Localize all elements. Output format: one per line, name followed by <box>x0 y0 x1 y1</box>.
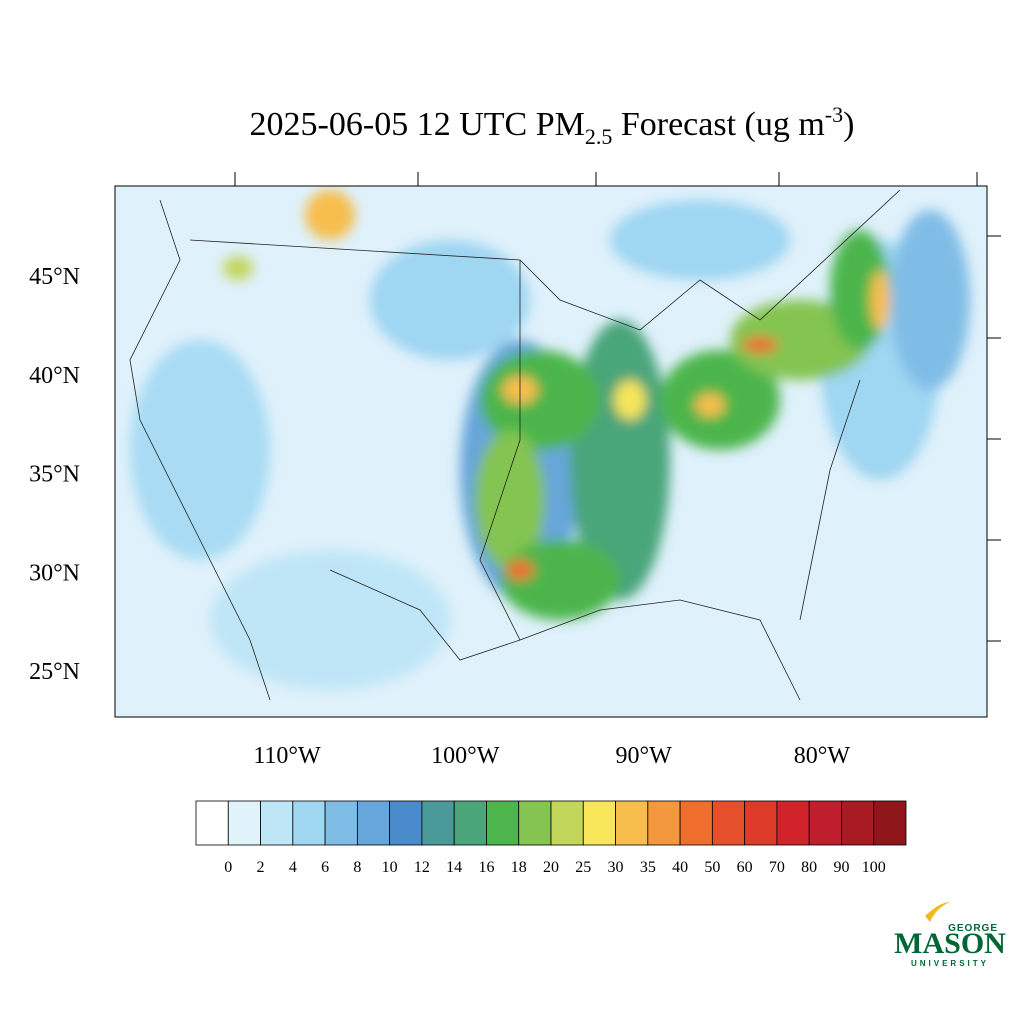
field-blob <box>130 340 270 560</box>
lat-label: 30°N <box>29 560 80 586</box>
title-superscript: -3 <box>825 102 843 127</box>
colorbar-box <box>453 800 487 846</box>
colorbar-box <box>292 800 326 846</box>
colorbar-box <box>647 800 681 846</box>
colorbar-box <box>873 800 907 846</box>
colorbar-label: 35 <box>640 859 656 876</box>
colorbar-label: 12 <box>414 859 430 876</box>
colorbar-box <box>841 800 875 846</box>
map-field <box>115 186 987 717</box>
colorbar-label: 8 <box>353 859 361 876</box>
logo: GEORGE MASON UNIVERSITY <box>894 902 1006 968</box>
field-blob <box>480 350 600 450</box>
colorbar-box <box>744 800 778 846</box>
boundary-lines <box>129 189 901 701</box>
colorbar-label: 40 <box>672 859 688 876</box>
field-blob <box>742 337 778 353</box>
colorbar-box <box>227 800 261 846</box>
colorbar-label: 100 <box>862 859 886 876</box>
colorbar-label: 18 <box>511 859 527 876</box>
colorbar-label: 70 <box>769 859 785 876</box>
colorbar-label: 20 <box>543 859 559 876</box>
lat-label: 40°N <box>29 363 80 389</box>
lon-label: 90°W <box>615 743 672 769</box>
title-end: ) <box>843 106 854 143</box>
colorbar-label: 4 <box>289 859 297 876</box>
title-subscript: 2.5 <box>585 124 613 149</box>
colorbar-label: 16 <box>478 859 494 876</box>
lon-label: 100°W <box>431 743 500 769</box>
colorbar-box <box>582 800 616 846</box>
colorbar-label: 10 <box>382 859 398 876</box>
lon-label: 80°W <box>794 743 851 769</box>
colorbar-label: 6 <box>321 859 329 876</box>
field-blob <box>506 560 534 580</box>
colorbar-box <box>808 800 842 846</box>
title: 2025-06-05 12 UTC PM2.5 Forecast (ug m-3… <box>250 102 855 149</box>
logo-top: GEORGE <box>948 923 998 934</box>
logo-swoosh <box>925 902 950 922</box>
colorbar-box <box>421 800 455 846</box>
frame-ticks <box>234 172 1001 642</box>
colorbar-label: 30 <box>608 859 624 876</box>
colorbar-label: 90 <box>833 859 849 876</box>
colorbar-box <box>776 800 810 846</box>
logo-bottom: UNIVERSITY <box>911 959 989 968</box>
colorbar-box <box>389 800 423 846</box>
colorbar-box <box>711 800 746 846</box>
colorbar-box <box>486 800 520 846</box>
colorbar-label: 2 <box>257 859 265 876</box>
colorbar-label: 25 <box>575 859 591 876</box>
field-blob <box>475 430 545 570</box>
field-blob <box>305 190 355 240</box>
colorbar-box <box>324 800 358 846</box>
lat-label: 35°N <box>29 462 80 488</box>
colorbar-box <box>679 800 713 846</box>
colorbar-label: 60 <box>737 859 753 876</box>
field-blob <box>370 240 530 360</box>
field-blob <box>890 210 970 390</box>
colorbar-label: 50 <box>704 859 720 876</box>
map-frame <box>114 185 988 718</box>
field-blob <box>223 256 253 280</box>
title-main: 2025-06-05 12 UTC PM <box>250 106 585 143</box>
lat-label: 25°N <box>29 659 80 685</box>
field-blob <box>610 200 790 280</box>
colorbar-label: 14 <box>446 859 462 876</box>
field-blob <box>614 380 646 420</box>
lon-label: 110°W <box>253 743 321 769</box>
colorbar-label: 80 <box>801 859 817 876</box>
colorbar-box <box>518 800 552 846</box>
field-blob <box>500 540 620 620</box>
colorbar-box <box>550 800 584 846</box>
colorbar-box <box>615 800 649 846</box>
field-blob <box>210 550 450 690</box>
colorbar-box <box>356 800 391 846</box>
colorbar-box <box>195 800 229 846</box>
lat-label: 45°N <box>29 264 80 290</box>
colorbar-label: 0 <box>224 859 232 876</box>
colorbar-box <box>260 800 294 846</box>
field-blob <box>870 270 890 330</box>
field-blob <box>695 393 725 417</box>
title-middle: Forecast (ug m <box>612 106 824 143</box>
logo-main: MASON <box>894 927 1006 960</box>
